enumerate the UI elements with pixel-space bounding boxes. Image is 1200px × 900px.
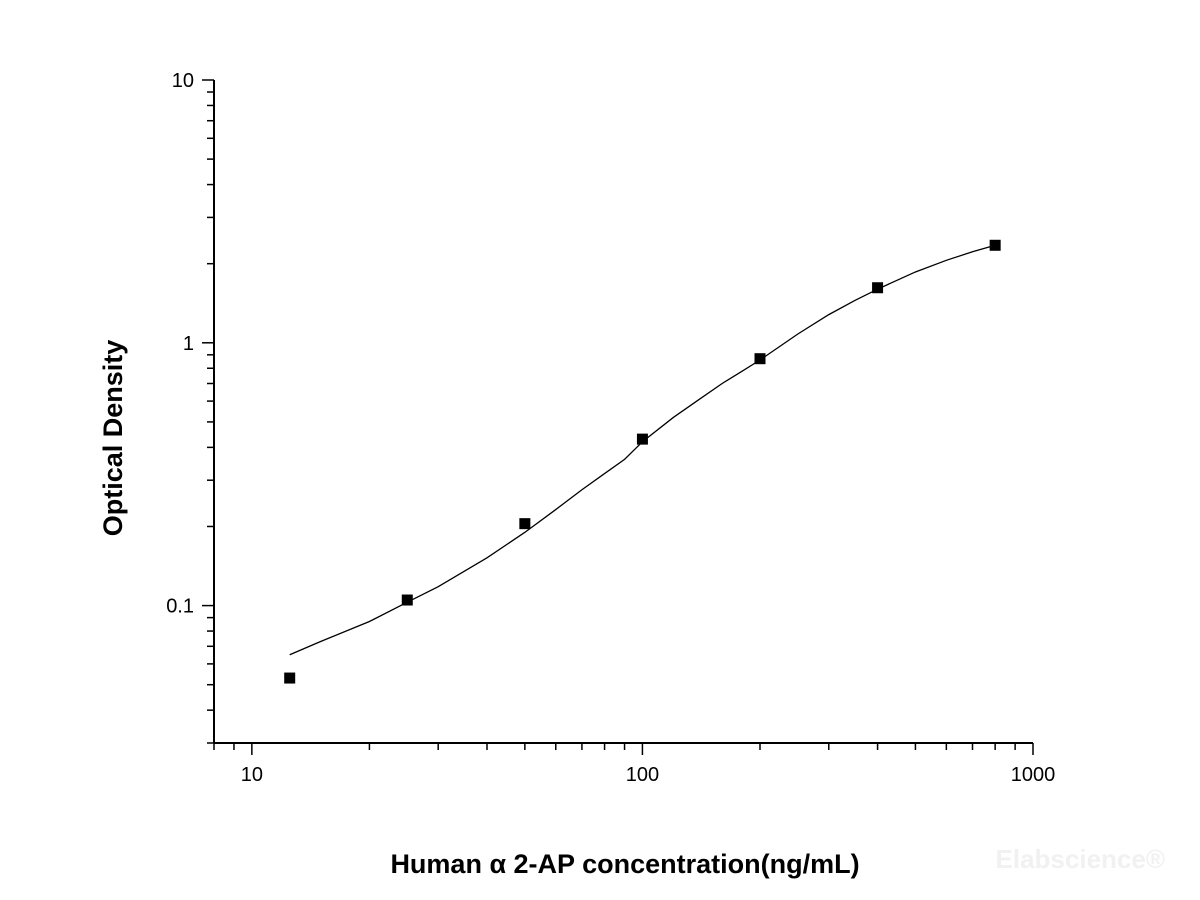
x-tick-label: 100 xyxy=(626,764,659,786)
data-points xyxy=(284,239,1001,684)
data-point xyxy=(284,672,296,684)
y-axis-title: Optical Density xyxy=(98,340,128,537)
x-tick-label: 1000 xyxy=(1011,764,1056,786)
data-point xyxy=(401,594,413,606)
tick-marks xyxy=(202,79,1034,755)
data-point xyxy=(519,518,531,530)
data-point xyxy=(636,433,648,445)
x-axis-title: Human α 2-AP concentration(ng/mL) xyxy=(390,849,859,879)
tick-labels: 10 100 1000 0.1 1 10 xyxy=(166,70,1055,786)
y-tick-label: 10 xyxy=(172,70,194,92)
watermark-logo: Elabscience® xyxy=(996,844,1165,874)
data-point xyxy=(754,353,766,365)
y-tick-label: 1 xyxy=(183,333,194,355)
data-point xyxy=(872,282,884,294)
axes xyxy=(213,80,1033,744)
data-point xyxy=(989,239,1001,251)
fit-curve-line xyxy=(289,244,996,656)
y-tick-label: 0.1 xyxy=(166,596,194,618)
x-tick-label: 10 xyxy=(241,764,263,786)
